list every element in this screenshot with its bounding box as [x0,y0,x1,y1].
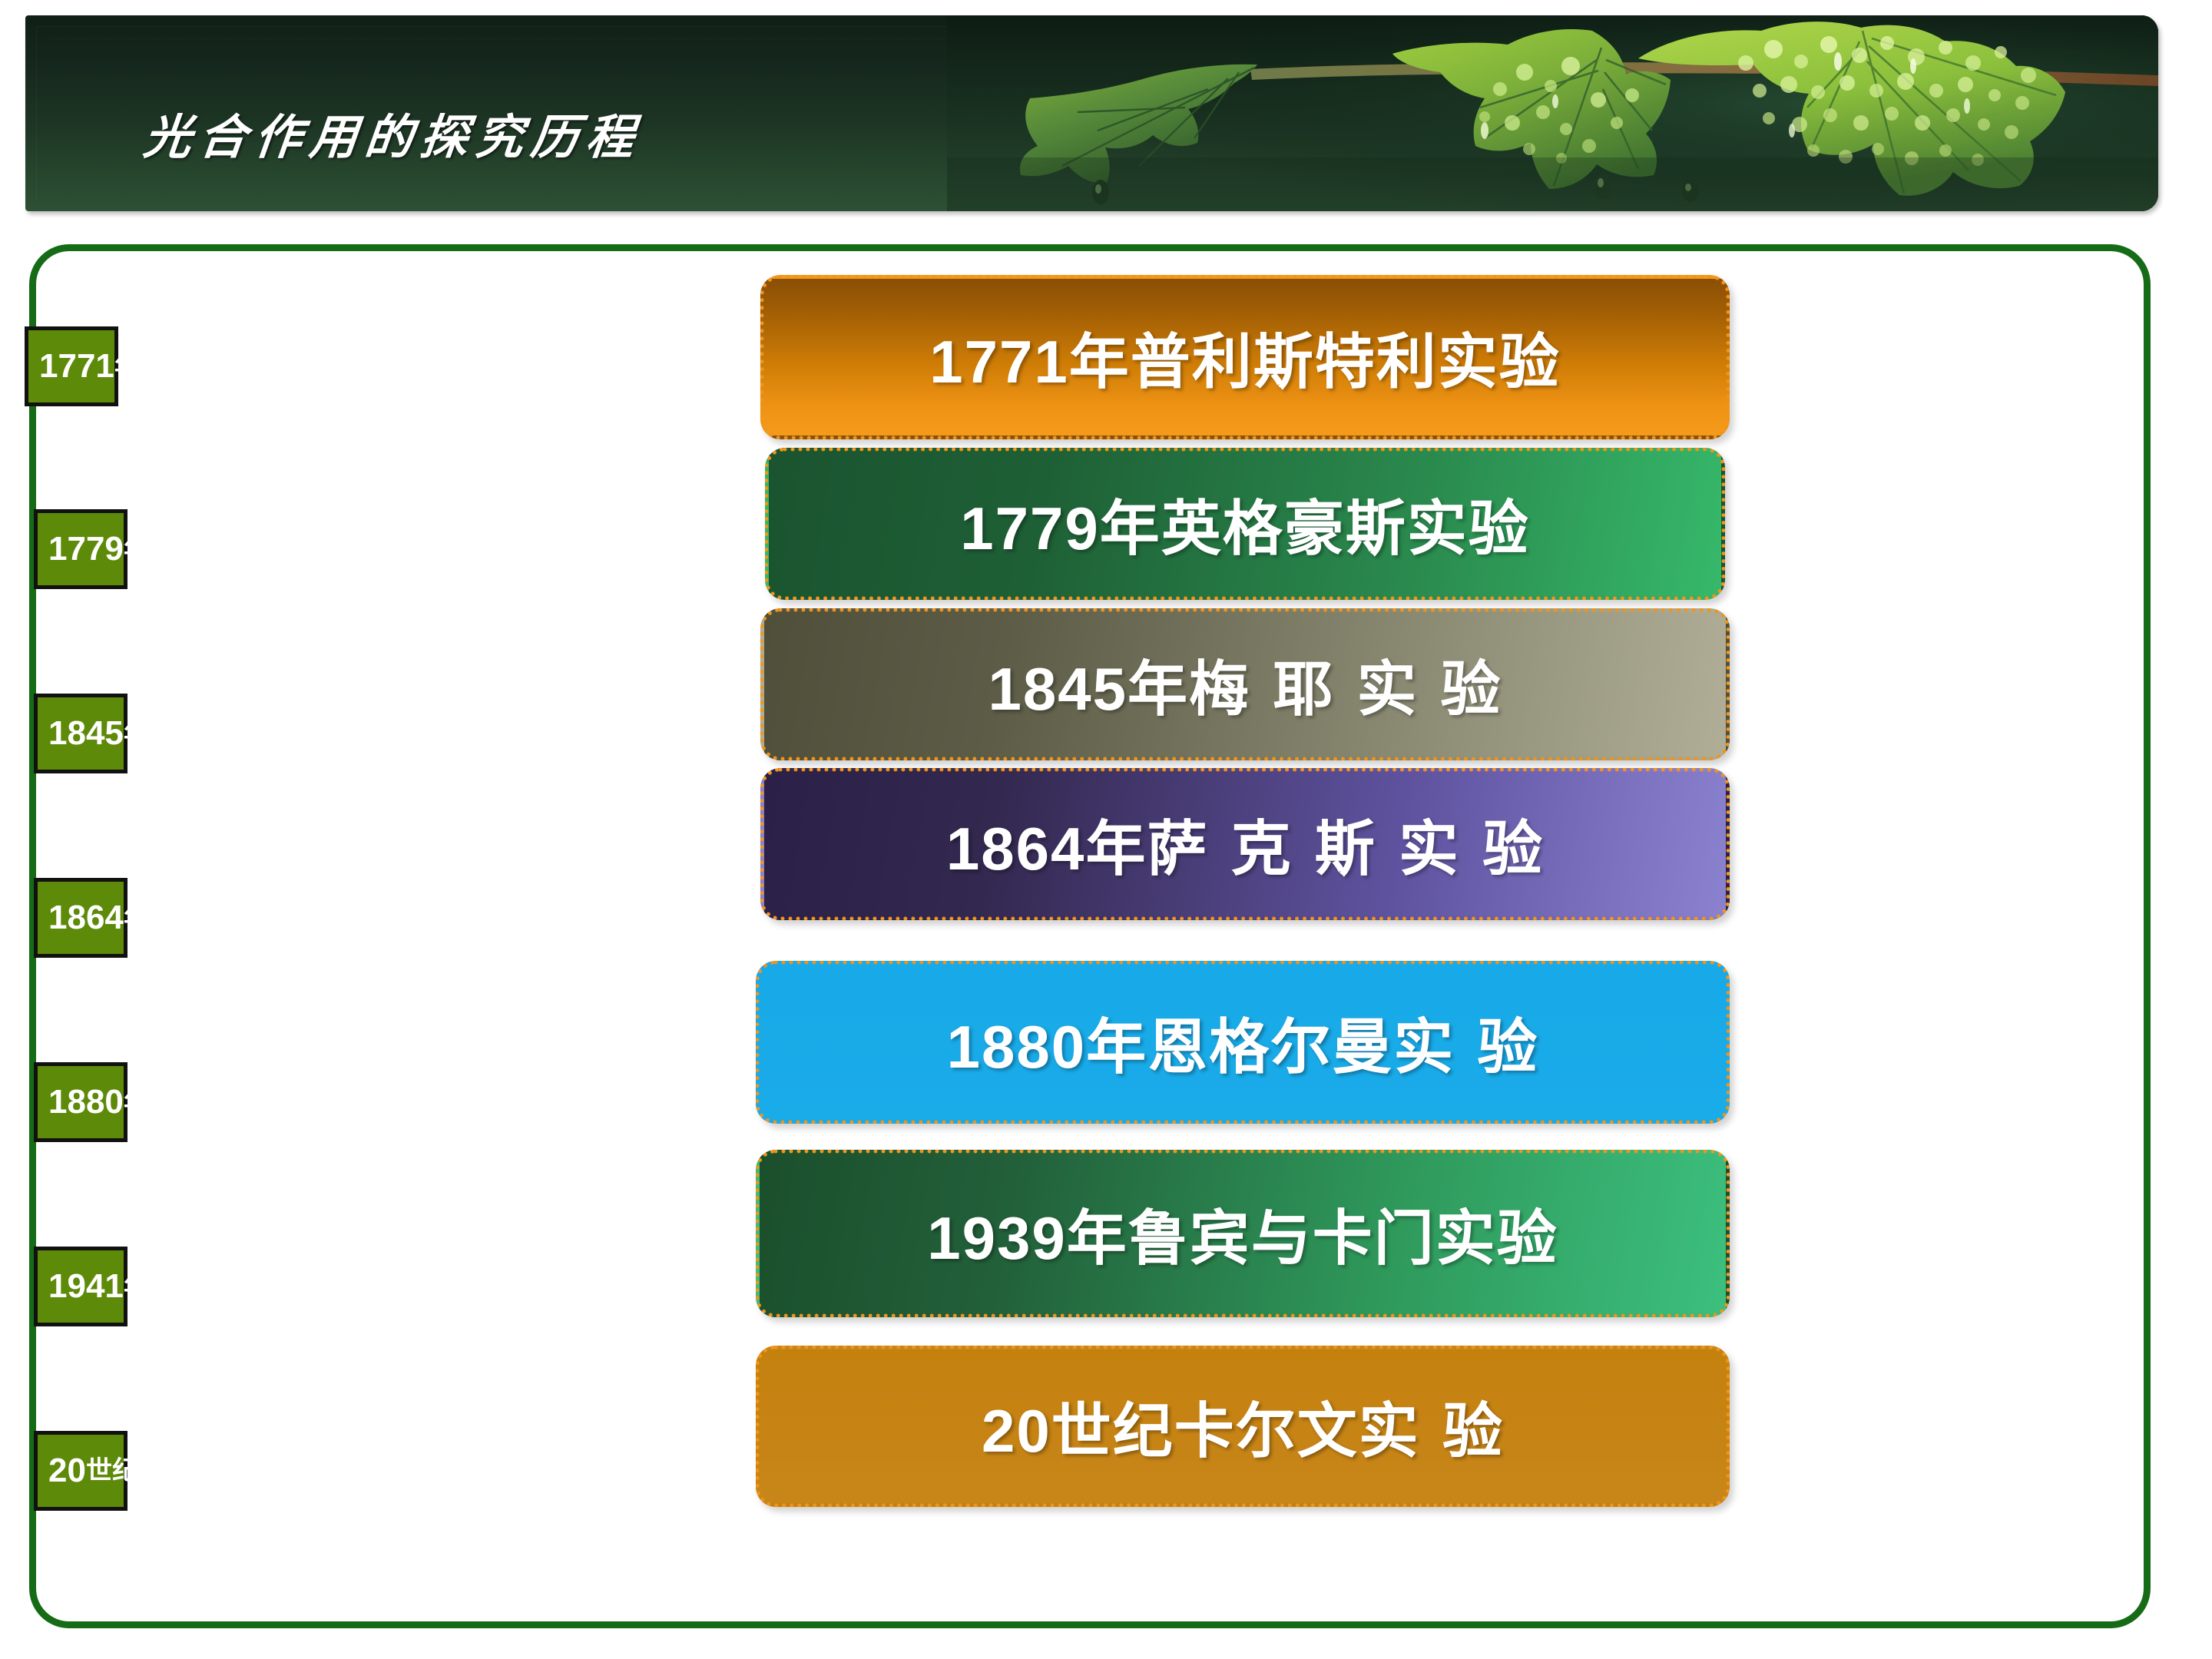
leaf-photo [947,15,2158,211]
timeline-chip-unit: 年 [123,535,150,564]
timeline-chip-unit: 年 [123,1088,150,1117]
experiment-bar-year: 1779年 [960,495,1161,562]
timeline-chip-1864[interactable]: 1864 年 [34,878,150,958]
experiment-bar-label: 英格豪斯实验 [1161,495,1530,564]
header-banner: 光合作用的探究历程 [25,15,2158,211]
experiment-bar-mayer[interactable]: 1845年 梅 耶 实 验 [760,608,1730,760]
timeline-chip-year: 1941 [48,1267,124,1305]
timeline-chip-1845[interactable]: 1845 年 [34,694,150,773]
timeline-chip-unit: 世纪 [85,1456,138,1485]
timeline-chip-year: 1864 [48,899,124,936]
experiment-bar-ingenhousz[interactable]: 1779年 英格豪斯实验 [765,448,1725,600]
timeline-chip-year: 1880 [48,1083,124,1121]
experiment-bar-label: 梅 耶 实 验 [1189,655,1502,724]
experiment-bar-year: 1880年 [946,1013,1148,1081]
timeline-chip-unit: 年 [123,719,150,748]
timeline-chip-unit: 年 [123,903,150,932]
experiment-bar-engelmann[interactable]: 1880年 恩格尔曼实 验 [756,961,1730,1124]
timeline-chip-year: 20 [48,1452,86,1489]
experiment-bar-calvin[interactable]: 20世纪 卡尔文实 验 [756,1346,1730,1507]
timeline-chip-1771[interactable]: 1771 年 [25,326,141,406]
timeline-chip-unit: 年 [114,352,141,381]
timeline-chip-year: 1771 [39,347,114,385]
experiment-bar-year: 20世纪 [982,1397,1174,1465]
experiment-bar-year: 1939年 [927,1204,1128,1272]
experiment-bar-year: 1864年 [945,815,1147,882]
timeline-sidebar: 1771 年 1779 年 1845 年 1864 年 1880 年 1941 年 20 世纪 [0,0,230,1659]
experiment-bar-priestley[interactable]: 1771年 普利斯特利实验 [760,275,1730,439]
experiment-bar-label: 恩格尔曼实 验 [1147,1013,1539,1082]
content-frame [29,244,2151,1628]
experiment-bar-label: 普利斯特利实验 [1130,328,1561,397]
experiment-bar-year: 1845年 [988,655,1190,723]
experiment-bar-ruben-kamen[interactable]: 1939年 鲁宾与卡门实验 [756,1150,1730,1317]
timeline-chip-1941[interactable]: 1941 年 [34,1247,150,1326]
experiment-bar-label: 萨 克 斯 实 验 [1147,815,1545,884]
experiment-bar-sachs[interactable]: 1864年 萨 克 斯 实 验 [760,768,1730,920]
timeline-chip-1880[interactable]: 1880 年 [34,1062,150,1142]
timeline-chip-unit: 年 [123,1272,150,1301]
leaf-illustration [947,15,2158,211]
timeline-chip-1779[interactable]: 1779 年 [34,509,150,589]
timeline-chip-year: 1845 [48,714,124,752]
timeline-chip-year: 1779 [48,530,124,568]
experiment-bar-label: 卡尔文实 验 [1174,1397,1504,1466]
experiment-bar-label: 鲁宾与卡门实验 [1128,1204,1558,1273]
timeline-chip-20century[interactable]: 20 世纪 [34,1431,138,1511]
experiment-bar-year: 1771年 [929,328,1131,396]
